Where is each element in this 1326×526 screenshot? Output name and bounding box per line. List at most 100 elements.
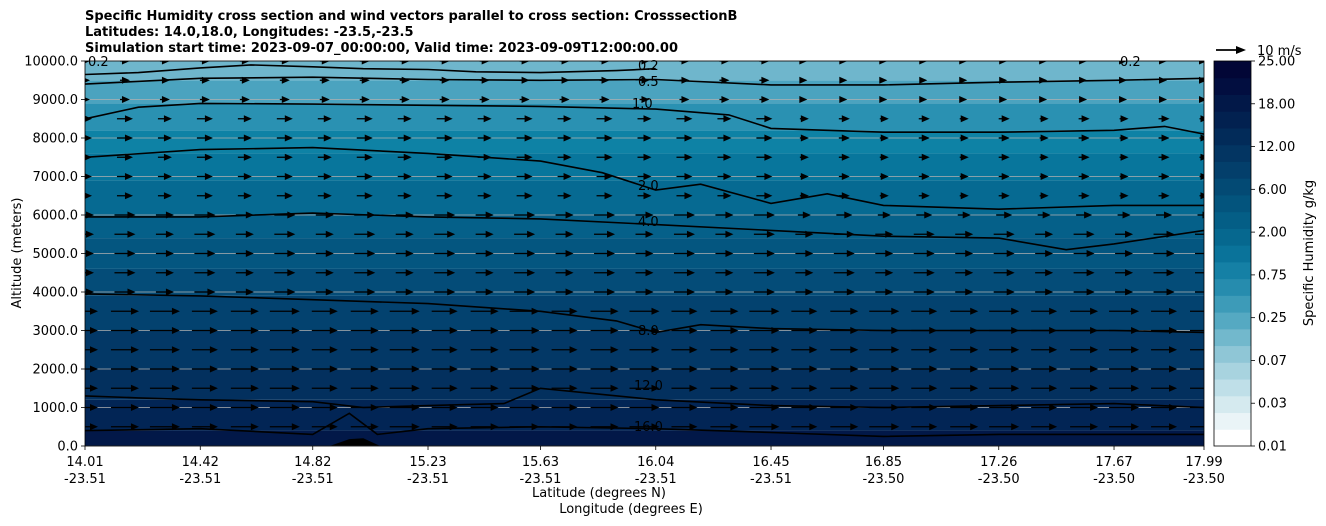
wind-vector-head [1081,115,1090,123]
wind-vector-head [1004,211,1013,219]
x-tick-label-lon: -23.51 [64,472,106,487]
wind-vector-head [921,115,930,123]
wind-vector-head [766,269,775,277]
contour-label: 0.5 [638,75,659,90]
wind-vector-head [879,61,888,65]
wind-vector-head [610,327,619,334]
chart-title: Specific Humidity cross section and wind… [85,9,737,57]
x-tick-label-lon: -23.51 [292,472,334,487]
wind-vector-head [959,76,968,84]
wind-vector-head [90,365,98,373]
wind-vector-head [250,404,259,411]
wind-vector-head [165,230,174,238]
wind-vector-head [85,192,92,199]
wind-vector-head [1040,173,1049,180]
wind-vector-head [370,384,379,392]
x-tick-label-lon: -23.50 [978,472,1020,487]
wind-vector-head [1049,346,1058,354]
wind-vector-head [1042,211,1051,219]
wind-vector-head [250,365,259,373]
wind-vector-head [85,97,90,102]
wind-vector-head [1120,173,1129,180]
wind-vector-head [250,327,259,334]
wind-vector-head [641,96,650,103]
colorbar-swatch [1214,295,1251,313]
wind-vector-head [730,384,739,392]
wind-vector-head [880,173,889,180]
wind-vector-head [689,327,698,334]
wind-vector-head [607,288,616,296]
wind-vector-head [209,384,218,392]
wind-vector-head [524,153,533,161]
wind-vector-head [879,96,888,103]
wind-vector-head [124,192,133,200]
wind-vector-head [1166,230,1175,238]
wind-vector-head [885,288,894,296]
wind-vector-head [1040,115,1049,123]
wind-vector-head [809,423,818,431]
wind-vector-head [799,61,808,65]
wind-vector-head [165,269,174,277]
wind-vector-head [325,211,334,219]
wind-vector-head [1006,269,1015,277]
wind-vector-head [403,134,412,142]
wind-vector-head [965,230,974,238]
humidity-band [85,215,1204,239]
wind-vector-head [161,61,170,65]
wind-vector-head [645,250,654,257]
wind-vector-head [121,96,130,103]
wind-vector-head [1011,327,1020,334]
wind-vector-head [325,269,334,277]
wind-vector-head [130,365,139,373]
colorbar-swatch [1214,77,1251,95]
wind-vector-head [730,346,739,354]
wind-vector-head [689,307,698,315]
wind-vector-head [483,192,492,200]
wind-vector-head [524,134,533,142]
wind-vector-head [1120,192,1129,200]
wind-vector-head [689,404,698,411]
wind-vector-head [281,76,290,84]
wind-vector-head [403,153,412,161]
wind-vector-head [569,384,578,392]
wind-vector-head [681,76,690,84]
wind-vector-head [130,327,139,334]
colorbar-tick-label: 0.07 [1258,354,1287,369]
wind-vector-head [287,230,296,238]
wind-vector-head [524,115,533,123]
wind-vector-head [805,269,814,277]
wind-vector-head [527,211,536,219]
wind-vector-head [959,96,968,103]
wind-vector-head [1040,134,1049,142]
wind-vector-head [610,346,619,354]
wind-vector-head [287,288,296,296]
wind-vector-head [1131,423,1140,431]
wind-vector-head [527,269,536,277]
wind-vector-head [321,76,330,84]
terrain [329,438,381,446]
wind-vector-head [449,384,458,392]
wind-vector-head [799,76,808,84]
wind-vector-head [1120,134,1129,142]
wind-vector-head [241,61,250,65]
contours [85,64,1204,438]
wind-vector-head [841,153,850,161]
wind-vector-head [1090,384,1099,392]
wind-vector-head [651,404,660,411]
wind-vector-head [684,153,693,161]
wind-vector-head [1120,153,1129,161]
wind-vector-head [411,423,420,431]
wind-vector-head [565,288,574,296]
wind-vector-head [999,76,1008,84]
wind-vector-head [960,153,969,161]
wind-vector-head [723,115,732,123]
wind-vector-head [370,346,379,354]
wind-vector-head [891,365,900,373]
wind-vector-head [764,134,773,142]
wind-vector-head [723,134,732,142]
wind-vector-head [1131,404,1140,411]
wind-vector-head [563,173,572,180]
wind-vector-head [1081,173,1090,180]
wind-vector-head [401,96,410,103]
wind-vector-head [800,192,809,200]
